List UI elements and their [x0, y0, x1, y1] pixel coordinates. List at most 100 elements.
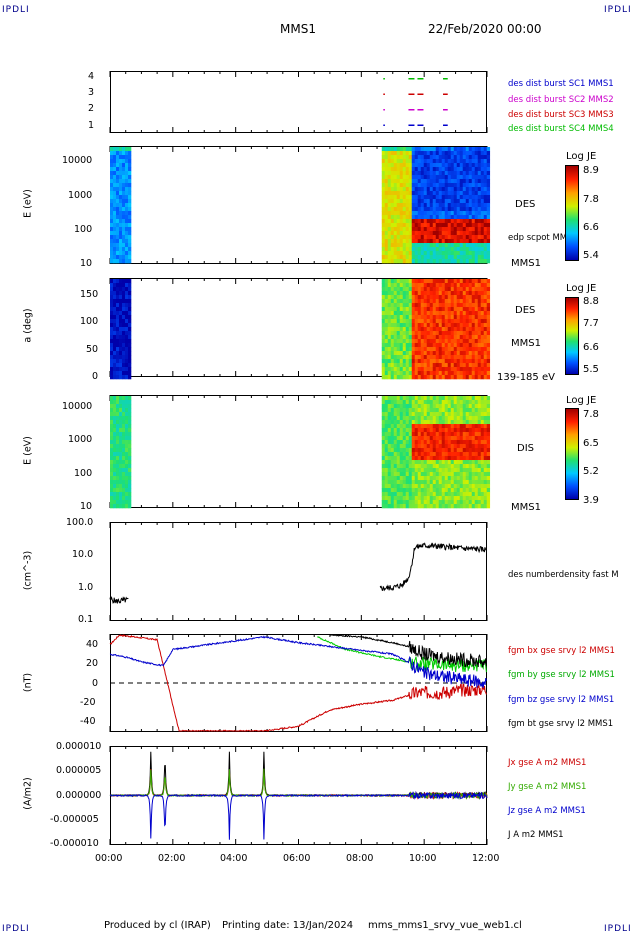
spectrogram-cell — [462, 460, 467, 465]
spectrogram-cell — [116, 239, 120, 244]
spectrogram-cell — [477, 163, 482, 168]
spectrogram-cell — [483, 444, 488, 449]
spectrogram-cell — [441, 199, 446, 204]
spectrogram-cell — [477, 187, 482, 192]
spectrogram-cell — [438, 396, 443, 401]
spectrogram-cell — [110, 203, 114, 208]
spectrogram-cell — [432, 408, 437, 413]
spectrogram-cell — [483, 319, 488, 324]
spectrogram-cell — [438, 375, 443, 380]
spectrogram-cell — [438, 335, 443, 340]
spectrogram-cell — [459, 303, 464, 308]
spectrogram-cell — [471, 155, 476, 160]
spectrogram-cell — [414, 436, 419, 441]
spectrogram-cell — [408, 416, 413, 421]
spectrogram-cell — [426, 191, 431, 196]
spectrogram-cell — [110, 199, 114, 204]
spectrogram-cell — [402, 227, 407, 232]
spectrogram-cell — [405, 440, 410, 445]
spectrogram-cell — [432, 444, 437, 449]
spectrogram-cell — [113, 163, 117, 168]
spectrogram-cell — [381, 420, 386, 425]
spectrogram-cell — [462, 400, 467, 405]
spectrogram-cell — [444, 223, 449, 228]
spectrogram-cell — [462, 307, 467, 312]
spectrogram-cell — [438, 283, 443, 288]
spectrogram-cell — [453, 291, 458, 296]
current-ytick-4: -0.000010 — [50, 838, 99, 849]
spectrogram-cell — [429, 504, 434, 509]
spectrogram-cell — [453, 444, 458, 449]
spectrogram-cell — [432, 199, 437, 204]
spectrogram-cell — [381, 480, 386, 485]
spectrogram-cell — [480, 323, 485, 328]
spectrogram-cell — [456, 335, 461, 340]
spectrogram-cell — [122, 484, 126, 489]
spectrogram-cell — [486, 448, 491, 453]
spectrogram-cell — [420, 500, 425, 505]
spectrogram-cell — [384, 476, 389, 481]
spectrogram-cell — [447, 183, 452, 188]
spectrogram-cell — [119, 303, 123, 308]
spectrogram-cell — [432, 151, 437, 156]
spectrogram-cell — [387, 504, 392, 509]
spectrogram-cell — [483, 404, 488, 409]
spectrogram-cell — [447, 283, 452, 288]
spectrogram-cell — [399, 355, 404, 360]
spectrogram-cell — [402, 363, 407, 368]
spectrogram-cell — [444, 279, 449, 284]
spectrogram-cell — [119, 279, 123, 284]
spectrogram-cell — [483, 155, 488, 160]
spectrogram-cell — [393, 331, 398, 336]
spectrogram-cell — [468, 299, 473, 304]
spectrogram-cell — [483, 227, 488, 232]
spectrogram-cell — [411, 464, 416, 469]
spectrogram-cell — [432, 359, 437, 364]
spectrogram-cell — [122, 404, 126, 409]
spectrogram-cell — [381, 448, 386, 453]
spectrogram-cell — [110, 359, 114, 364]
spectrogram-cell — [128, 371, 132, 376]
spectrogram-cell — [122, 416, 126, 421]
spectrogram-cell — [387, 223, 392, 228]
spectrogram-cell — [393, 400, 398, 405]
spectrogram-cell — [441, 496, 446, 501]
spectrogram-cell — [128, 432, 132, 437]
spectrogram-cell — [122, 492, 126, 497]
spectrogram-cell — [423, 480, 428, 485]
spectrogram-cell — [441, 363, 446, 368]
spectrogram-cell — [486, 440, 491, 445]
spectrogram-cell — [474, 291, 479, 296]
spectrogram-cell — [474, 159, 479, 164]
spectrogram-cell — [408, 171, 413, 176]
spectrogram-cell — [405, 363, 410, 368]
spectrogram-cell — [438, 408, 443, 413]
spectrogram-cell — [486, 464, 491, 469]
spectrogram-cell — [438, 199, 443, 204]
spectrogram-cell — [486, 243, 491, 248]
spectrogram-cell — [420, 343, 425, 348]
spectrogram-cell — [474, 488, 479, 493]
spectrogram-cell — [402, 203, 407, 208]
spectrogram-cell — [402, 239, 407, 244]
spectrogram-cell — [384, 472, 389, 477]
spectrogram-cell — [384, 456, 389, 461]
spectrogram-cell — [122, 159, 126, 164]
spectrogram-cell — [432, 175, 437, 180]
spectrogram-cell — [465, 331, 470, 336]
spectrogram-cell — [486, 179, 491, 184]
spectrogram-cell — [468, 295, 473, 300]
spectrogram-cell — [122, 235, 126, 240]
spectrogram-cell — [483, 175, 488, 180]
spectrogram-cell — [474, 259, 479, 264]
spectrogram-cell — [447, 303, 452, 308]
spectrogram-cell — [432, 147, 437, 152]
spectrogram-cell — [110, 259, 114, 264]
spectrogram-cell — [465, 504, 470, 509]
spectrogram-cell — [429, 335, 434, 340]
spectrogram-cell — [474, 295, 479, 300]
spectrogram-cell — [438, 171, 443, 176]
spectrogram-cell — [486, 412, 491, 417]
spectrogram-cell — [411, 420, 416, 425]
des-pitch-cbar-tick-1: 7.7 — [583, 318, 599, 329]
